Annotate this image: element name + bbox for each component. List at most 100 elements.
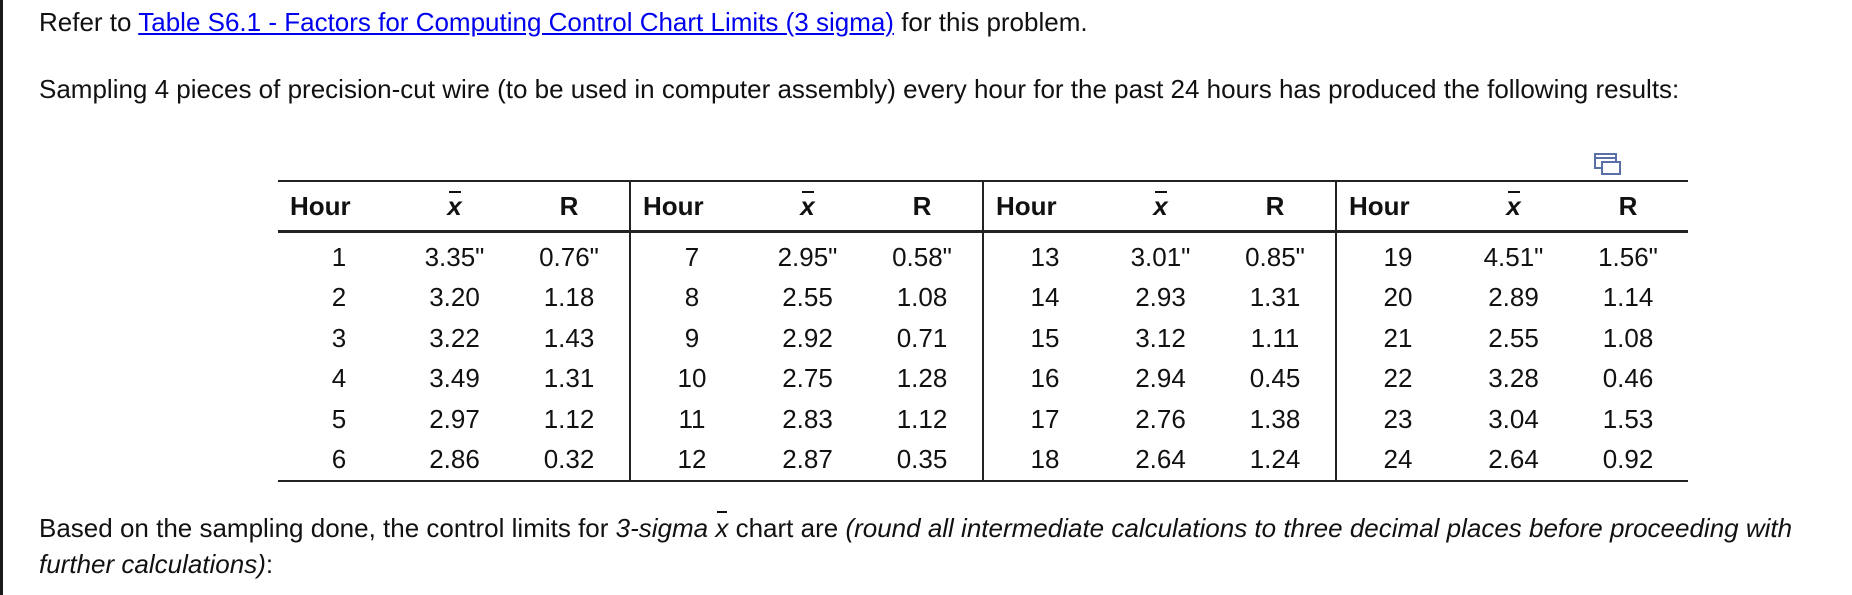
sample-data-table: Hour x R Hour x R Hour x R Hour x R 1 3.… [278,180,1688,482]
cell-r: 1.28 [896,363,948,394]
cell-xbar: 2.55 [1488,322,1539,353]
cell-r: 1.14 [1602,282,1654,313]
question-sigma: 3-sigma [615,513,709,543]
cell-hour: 6 [278,439,400,482]
cell-xbar: 3.22 [429,322,480,353]
table-row: 5 2.97 1.12 11 2.83 1.12 17 2.76 1.38 23… [278,399,1688,440]
cell-r: 1.43 [543,322,595,353]
cell-hour: 18 [982,439,1106,482]
rounding-instruction: (round all intermediate calculations to … [39,513,1793,579]
cell-r: 0.92 [1568,439,1688,482]
header-xbar: x [1106,180,1215,233]
cell-r: 1.31 [543,363,595,394]
cell-xbar: 2.83 [782,403,833,434]
cell-hour: 4 [331,363,347,394]
cell-r: 0.76" [539,241,599,272]
header-hour: Hour [982,180,1106,233]
table-header-row: Hour x R Hour x R Hour x R Hour x R [278,180,1688,233]
cell-hour: 8 [629,277,753,318]
cell-hour: 3 [331,322,347,353]
cell-r: 0.71 [896,322,948,353]
cell-hour: 20 [1335,277,1459,318]
cell-r: 0.58" [892,241,952,272]
cell-r: 0.85" [1245,241,1305,272]
table-row: 3 3.22 1.43 9 2.92 0.71 15 3.12 1.11 21 … [278,318,1688,359]
intro-suffix: for this problem. [893,7,1088,37]
cell-r: 0.45 [1249,363,1301,394]
cell-xbar: 3.28 [1488,363,1539,394]
intro-line: Refer to Table S6.1 - Factors for Comput… [39,4,1088,40]
cell-xbar: 3.35" [424,241,485,272]
cell-xbar: 2.64 [1106,439,1215,482]
cell-hour: 11 [629,399,753,440]
cell-xbar: 2.76 [1135,403,1186,434]
cell-xbar: 4.51" [1483,241,1544,272]
popout-window-icon[interactable] [1592,152,1622,176]
cell-xbar: 2.94 [1135,363,1186,394]
cell-hour: 19 [1335,231,1459,278]
cell-xbar: 2.75 [782,363,833,394]
cell-r: 1.38 [1249,403,1301,434]
header-hour: Hour [278,180,400,233]
table-row: 4 3.49 1.31 10 2.75 1.28 16 2.94 0.45 22… [278,358,1688,399]
header-hour: Hour [1335,180,1459,233]
cell-r: 1.11 [1250,322,1300,353]
table-row: 1 3.35" 0.76" 7 2.95" 0.58" 13 3.01" 0.8… [278,231,1688,278]
cell-xbar: 2.97 [429,403,480,434]
question-colon: : [265,549,274,579]
cell-xbar: 3.12 [1135,322,1186,353]
question-part: chart are [728,513,846,543]
cell-hour: 16 [982,358,1106,399]
cell-xbar: 3.04 [1488,403,1539,434]
xbar-symbol: x [715,510,728,546]
left-border [0,0,3,595]
cell-r: 1.18 [543,282,595,313]
cell-xbar: 3.49 [429,363,480,394]
cell-r: 0.35 [862,439,983,482]
cell-hour: 23 [1335,399,1459,440]
cell-r: 1.24 [1215,439,1336,482]
problem-statement: Sampling 4 pieces of precision-cut wire … [39,74,1680,104]
cell-xbar: 3.01" [1130,241,1191,272]
header-r: R [1215,180,1336,233]
cell-hour: 21 [1335,318,1459,359]
cell-hour: 2 [331,282,347,313]
cell-xbar: 2.92 [782,322,833,353]
intro-prefix: Refer to [39,7,139,37]
cell-xbar: 2.64 [1459,439,1568,482]
question-part: Based on the sampling done, the control … [39,513,616,543]
cell-hour: 9 [629,318,753,359]
cell-hour: 24 [1335,439,1459,482]
cell-r: 1.08 [896,282,948,313]
cell-hour: 13 [982,231,1106,278]
question-text: Based on the sampling done, the control … [39,510,1829,582]
header-xbar: x [400,180,509,233]
cell-hour: 7 [629,231,753,278]
cell-hour: 1 [331,241,347,272]
cell-hour: 15 [982,318,1106,359]
cell-r: 1.12 [896,403,948,434]
cell-r: 1.12 [543,403,595,434]
cell-xbar: 2.55 [782,282,833,313]
cell-hour: 14 [982,277,1106,318]
cell-r: 1.56" [1598,241,1658,272]
header-xbar: x [1459,180,1568,233]
cell-r: 1.31 [1249,282,1301,313]
cell-hour: 22 [1335,358,1459,399]
header-hour: Hour [629,180,753,233]
cell-xbar: 3.20 [429,282,480,313]
cell-r: 1.08 [1602,322,1654,353]
header-r: R [862,180,983,233]
cell-xbar: 2.89 [1488,282,1539,313]
cell-xbar: 2.93 [1135,282,1186,313]
cell-r: 1.53 [1602,403,1654,434]
cell-hour: 12 [629,439,753,482]
cell-xbar: 2.95" [777,241,838,272]
table-s6-1-link[interactable]: Table S6.1 - Factors for Computing Contr… [138,7,894,37]
header-xbar: x [753,180,862,233]
header-r: R [509,180,630,233]
table-row: 2 3.20 1.18 8 2.55 1.08 14 2.93 1.31 20 … [278,277,1688,318]
cell-xbar: 2.87 [753,439,862,482]
header-r: R [1568,180,1688,233]
cell-xbar: 2.86 [400,439,509,482]
